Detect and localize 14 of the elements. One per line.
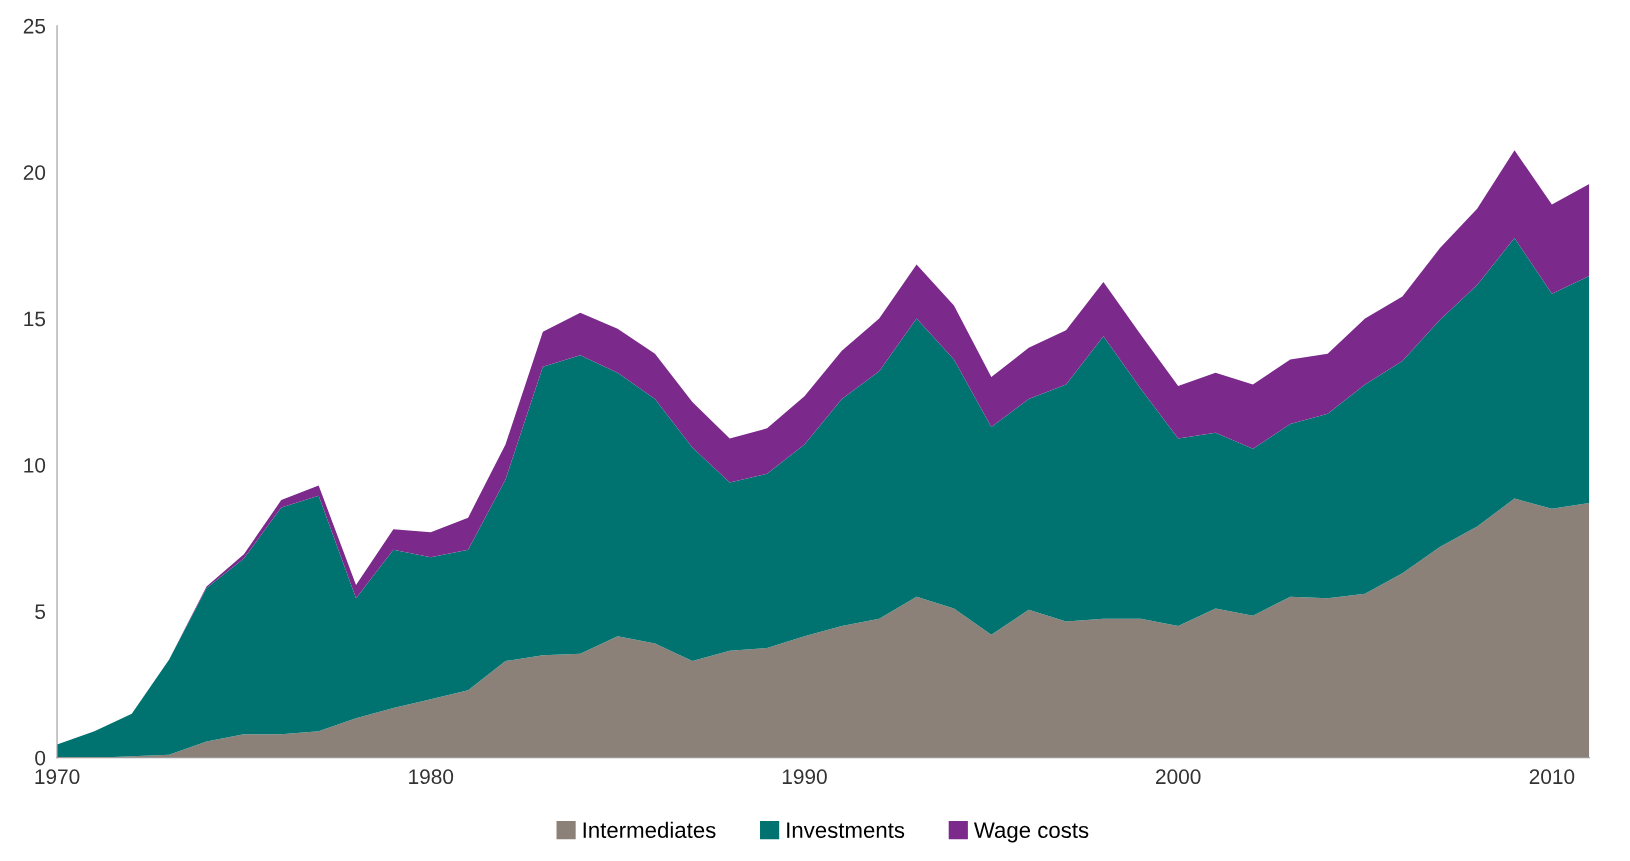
y-tick-label: 20 (23, 165, 46, 180)
y-tick-label: 5 (35, 604, 46, 620)
legend-label: Intermediates (583, 821, 716, 839)
legend-label: Wage costs (973, 822, 1089, 843)
y-tick-label: 0 (35, 750, 46, 766)
x-tick-label: 2000 (1156, 769, 1201, 785)
y-tick-label: 25 (23, 18, 46, 34)
x-tick-label: 1970 (35, 769, 80, 785)
y-tick-label: 10 (24, 457, 46, 473)
y-tick-label: 15 (24, 311, 46, 327)
x-tick-label: 1990 (782, 769, 827, 785)
x-tick-label: 1980 (409, 769, 454, 785)
x-tick-label: 2010 (1529, 769, 1575, 785)
legend-label: Investments (787, 822, 905, 839)
